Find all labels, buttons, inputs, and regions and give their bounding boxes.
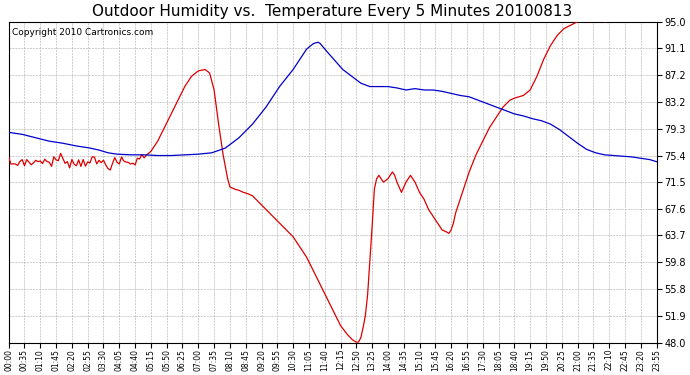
Title: Outdoor Humidity vs.  Temperature Every 5 Minutes 20100813: Outdoor Humidity vs. Temperature Every 5… [92,4,573,19]
Text: Copyright 2010 Cartronics.com: Copyright 2010 Cartronics.com [12,28,153,37]
